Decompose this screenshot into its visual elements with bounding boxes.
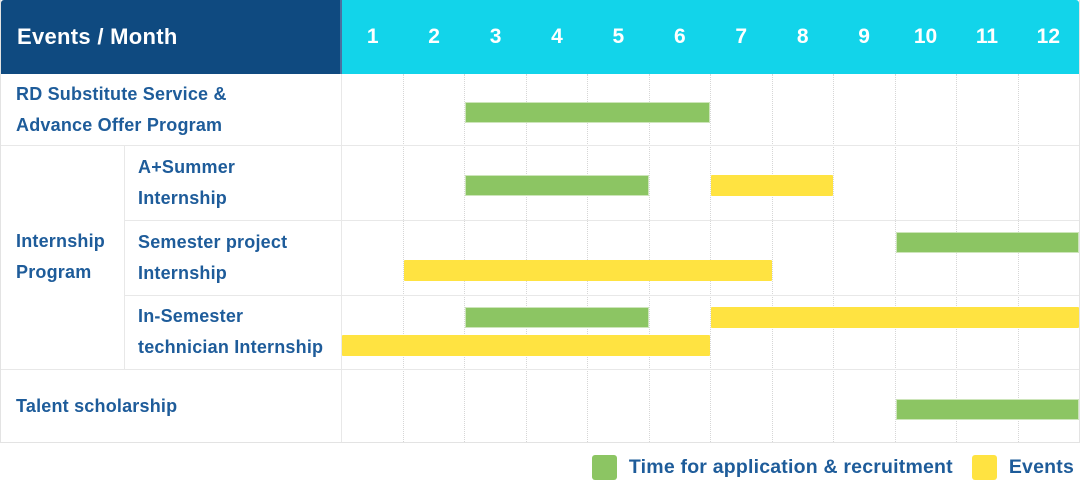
header-title-cell: Events / Month [1,0,341,74]
rd-substitute-service-bar-green-0 [465,102,710,123]
month-gridline-6 [710,74,712,442]
in-semester-technician-internship-bar-yellow-1 [711,307,1079,328]
month-gridline-11 [1017,74,1020,442]
legend-label-yellow: Events [1008,456,1074,478]
in-semester-technician-internship-label: In-Semester technician Internship [138,306,324,357]
legend-item-green: Time for application & recruitment [591,455,953,480]
a-plus-summer-internship-bar-yellow-1 [711,175,833,196]
month-header-4: 4 [551,25,563,48]
gantt-table: Events / Month 1 2 3 4 5 6 7 8 9 10 11 12 Internshi… [0,0,1080,443]
a-plus-summer-internship-label: A+Summer Internship [138,156,236,208]
label-chart-separator [341,74,342,442]
semester-project-internship-bar-green-0 [895,232,1079,253]
month-header-3: 3 [489,25,502,48]
month-header-1: 1 [366,25,379,48]
in-semester-technician-internship-bar-yellow-2 [342,335,710,356]
rd-substitute-service-label: RD Substitute Service & Advance Offer Pr… [16,83,227,135]
a-plus-summer-internship-bar-green-0 [465,175,649,196]
month-gridline-8 [833,74,835,442]
month-header-row: 1 2 3 4 5 6 7 8 9 10 11 12 [342,0,1079,74]
header-title: Events / Month [17,24,178,49]
month-gridline-2 [464,74,466,442]
header-divider [340,0,342,74]
row-separator-0 [1,145,1079,146]
month-header-9: 9 [858,25,870,48]
legend-item-yellow: Events [971,455,1074,480]
legend-swatch-green [591,455,617,480]
month-header-11: 11 [975,25,999,48]
row-separator-3 [124,295,1079,296]
month-header-5: 5 [612,25,625,48]
month-header-6: 6 [673,25,686,48]
row-separator-2 [124,220,1079,221]
month-header-7: 7 [735,25,748,48]
semester-project-internship-bar-yellow-1 [403,260,772,281]
month-gridline-3 [525,74,528,442]
legend-label-green: Time for application & recruitment [628,456,953,478]
talent-scholarship-bar-green-0 [895,399,1079,420]
month-gridline-7 [771,74,774,442]
legend: Time for application & recruitment Events [591,455,1074,480]
month-gridline-9 [894,74,897,442]
semester-project-internship-label: Semester project Internship [138,231,288,283]
group-sublabel-separator [124,145,125,369]
month-header-2: 2 [428,25,440,48]
legend-swatch-yellow [971,455,997,480]
month-gridline-5 [648,74,651,442]
month-gridline-1 [402,74,405,442]
in-semester-technician-internship-bar-green-0 [465,307,649,328]
month-header-12: 12 [1036,25,1061,48]
month-gridline-4 [587,74,589,442]
month-header-8: 8 [796,25,809,48]
month-gridline-10 [956,74,958,442]
month-header-10: 10 [913,25,938,48]
talent-scholarship-label: Talent scholarship [16,395,178,416]
row-separator-1 [1,369,1079,370]
internship-program-group-label: Internship Program [16,231,106,282]
